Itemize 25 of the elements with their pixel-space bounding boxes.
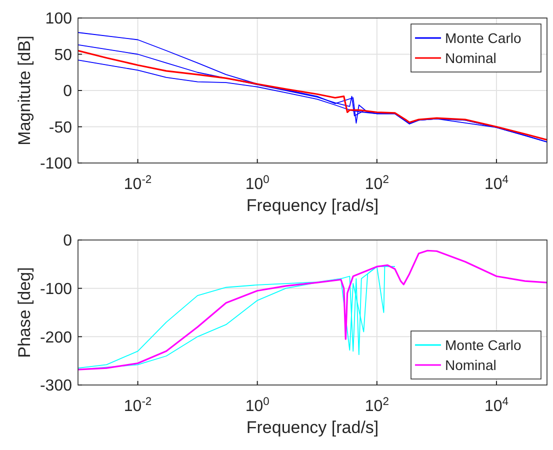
legend-label: Monte Carlo: [445, 336, 522, 353]
y-tick-label: 50: [54, 46, 72, 64]
x-axis-title: Frequency [rad/s]: [246, 196, 379, 215]
y-tick-label: 0: [63, 83, 72, 100]
y-tick-label: -50: [48, 119, 72, 136]
legend-label: Nominal: [445, 50, 496, 66]
x-tick-label: 10$^{0}$: [245, 174, 270, 193]
legend-label: Nominal: [445, 356, 496, 373]
x-tick-label: 10$^{-2}$: [124, 396, 152, 415]
x-tick-label: 10$^{2}$: [364, 396, 389, 415]
legend-label: Monte Carlo: [445, 30, 522, 46]
x-tick-label: 10$^{4}$: [484, 174, 508, 193]
x-tick-label: 10$^{-2}$: [124, 174, 152, 193]
y-axis-title: Magnitute [dB]: [15, 36, 34, 146]
y-axis-title: Phase [deg]: [15, 267, 34, 358]
x-axis-title: Frequency [rad/s]: [246, 418, 379, 437]
x-tick-label: 10$^{4}$: [484, 396, 508, 415]
y-tick-label: -300: [40, 378, 72, 395]
x-tick-label: 10$^{2}$: [364, 174, 389, 193]
y-tick-label: 0: [63, 232, 72, 250]
y-tick-label: -200: [40, 329, 72, 346]
y-tick-label: 100: [45, 10, 72, 28]
y-tick-label: -100: [40, 280, 72, 298]
y-tick-label: -100: [40, 156, 72, 173]
x-tick-label: 10$^{0}$: [245, 396, 270, 415]
